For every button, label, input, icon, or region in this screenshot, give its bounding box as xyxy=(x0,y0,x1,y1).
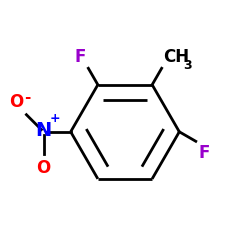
Text: +: + xyxy=(50,112,60,125)
Text: N: N xyxy=(36,121,52,140)
Text: O: O xyxy=(9,94,23,112)
Text: F: F xyxy=(74,48,86,66)
Text: F: F xyxy=(198,144,210,162)
Text: CH: CH xyxy=(163,48,189,66)
Text: -: - xyxy=(24,90,31,106)
Text: 3: 3 xyxy=(184,59,192,72)
Text: O: O xyxy=(36,159,51,177)
